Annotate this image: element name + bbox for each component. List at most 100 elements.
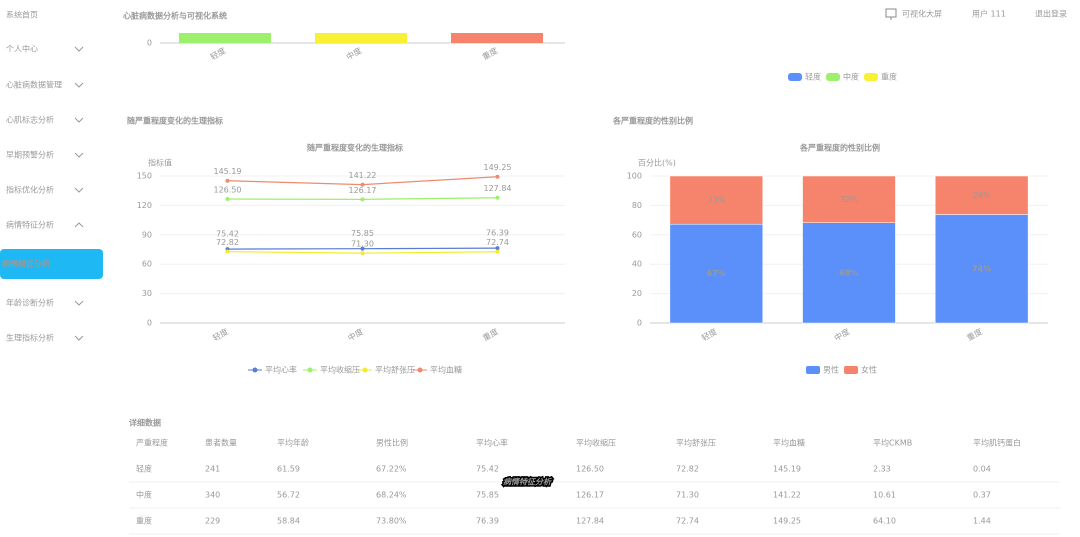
table-header: 平均舒张压: [676, 438, 716, 448]
point: [495, 246, 500, 251]
x-tick-label: 轻度: [211, 326, 230, 343]
legend-dot: [362, 367, 368, 373]
panel-title: 随严重程度变化的生理指标: [127, 116, 223, 126]
panel-title: 各严重程度的性别比例: [612, 116, 693, 126]
table-header: 男性比例: [376, 438, 408, 448]
point: [495, 174, 500, 179]
point: [225, 249, 230, 254]
y-tick-label: 100: [627, 172, 642, 181]
point: [360, 251, 365, 256]
menu-arrow: [74, 222, 84, 228]
table-cell: 73.80%: [376, 517, 407, 526]
y-axis-label: 百分比(%): [638, 158, 676, 168]
y-axis-label: 指标值: [148, 158, 172, 168]
legend-label: 重度: [881, 72, 897, 82]
menu-item-active[interactable]: 病情特征分析: [2, 259, 50, 269]
table-header: 患者数量: [205, 438, 237, 448]
x-tick-label: 轻度: [208, 45, 227, 62]
bar-segment: [802, 222, 896, 324]
x-tick-label: 中度: [346, 326, 365, 343]
user-name[interactable]: 用户 111: [972, 9, 1006, 19]
x-tick-label: 重度: [481, 326, 500, 343]
table-cell: 145.19: [773, 465, 801, 474]
point: [360, 246, 365, 251]
table-header: 严重程度: [136, 438, 168, 448]
table-cell: 149.25: [773, 517, 801, 526]
table-cell: 1.44: [973, 517, 991, 526]
menu-item[interactable]: 心肌标志分析: [6, 115, 54, 125]
table-cell: 75.85: [476, 491, 499, 500]
table-header: 平均血糖: [773, 438, 805, 448]
bar-segment: [934, 214, 1029, 324]
bar-stub: [451, 33, 543, 43]
table-cell: 67.22%: [376, 465, 407, 474]
value-label: 26%: [973, 191, 991, 200]
bar-segment: [669, 175, 764, 225]
table-cell: 58.84: [277, 517, 300, 526]
menu-item[interactable]: 个人中心: [6, 44, 38, 54]
value-label: 74%: [972, 264, 991, 273]
value-label: 71.30: [351, 240, 374, 249]
app-title: 心脏病数据分析与可视化系统: [123, 11, 227, 21]
value-label: 149.25: [484, 163, 512, 172]
point: [360, 197, 365, 202]
table-cell: 10.61: [873, 491, 896, 500]
legend-swatch: [864, 73, 878, 81]
bar-stub: [315, 33, 407, 43]
table-cell: 61.59: [277, 465, 300, 474]
point: [495, 249, 500, 254]
menu-item[interactable]: 系统首页: [6, 10, 38, 20]
y-tick-label: 0: [147, 39, 152, 48]
table-cell: 重度: [136, 516, 152, 526]
legend-label: 女性: [861, 365, 877, 375]
y-tick-label: 0: [147, 319, 152, 328]
table-cell: 75.42: [476, 465, 499, 474]
menu-item[interactable]: 心脏病数据管理: [6, 80, 62, 90]
value-label: 141.22: [349, 171, 377, 180]
bar-segment: [669, 223, 764, 324]
value-label: 72.74: [486, 238, 509, 247]
logout[interactable]: 退出登录: [1035, 9, 1067, 19]
header-icon: [885, 8, 897, 20]
table-header: 平均肌钙蛋白: [973, 438, 1021, 448]
menu-arrow: [74, 187, 84, 193]
y-tick-label: 120: [137, 201, 152, 210]
legend-dot: [417, 367, 423, 373]
table-cell: 76.39: [476, 517, 499, 526]
value-label: 75.85: [351, 229, 374, 238]
table-cell: 229: [205, 517, 220, 526]
screen-link[interactable]: 可视化大屏: [902, 9, 942, 19]
menu-item[interactable]: 病情特征分析: [6, 220, 54, 230]
table-cell: 0.04: [973, 465, 991, 474]
menu-item[interactable]: 指标优化分析: [6, 185, 54, 195]
legend-swatch: [826, 73, 840, 81]
y-tick-label: 40: [632, 260, 642, 269]
y-tick-label: 80: [632, 201, 642, 210]
table-header: 平均心率: [476, 438, 508, 448]
table-cell: 141.22: [773, 491, 801, 500]
x-tick-label: 中度: [832, 326, 851, 343]
table-cell: 127.84: [576, 517, 604, 526]
legend-label: 平均血糖: [430, 365, 462, 375]
legend-swatch: [788, 73, 802, 81]
value-label: 127.84: [484, 184, 512, 193]
menu-item[interactable]: 年龄诊断分析: [6, 298, 54, 308]
table-cell: 126.50: [576, 465, 604, 474]
table-cell: 72.82: [676, 465, 699, 474]
table-cell: 轻度: [136, 464, 152, 474]
menu-arrow: [74, 335, 84, 341]
active-menu-bg: [0, 249, 103, 279]
point: [225, 197, 230, 202]
legend-label: 轻度: [805, 72, 821, 82]
value-label: 76.39: [486, 229, 509, 238]
value-label: 33%: [707, 196, 725, 205]
table-cell: 2.33: [873, 465, 891, 474]
x-tick-label: 中度: [344, 45, 363, 62]
value-label: 72.82: [216, 238, 239, 247]
menu-item[interactable]: 早期预警分析: [6, 150, 54, 160]
menu-item[interactable]: 生理指标分析: [6, 333, 54, 343]
table-cell: 71.30: [676, 491, 699, 500]
bar-segment: [802, 175, 896, 223]
y-tick-label: 60: [632, 230, 642, 239]
